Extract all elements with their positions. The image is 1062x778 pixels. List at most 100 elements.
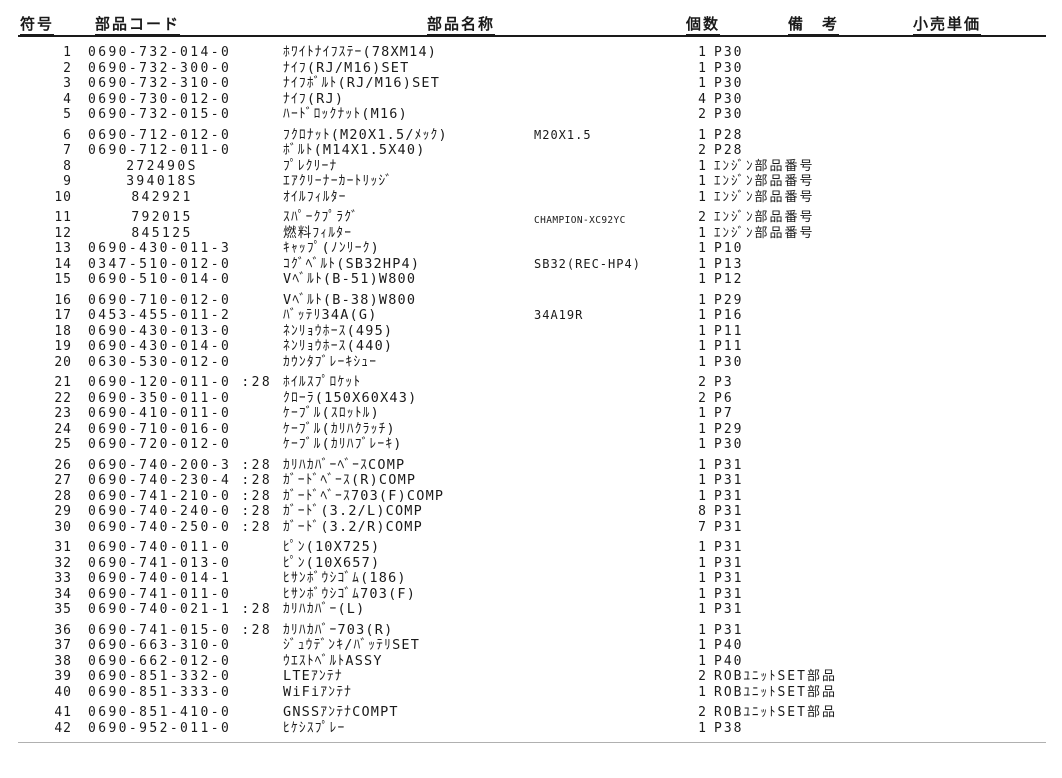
- part-name: ｹｰﾌﾞﾙ(ｽﾛｯﾄﾙ): [283, 405, 380, 421]
- row-group: 26 0690-740-200-3 :28 ｶﾘﾊｶﾊﾞｰﾍﾞｰｽCOMP 1 P31 2…: [0, 457, 1062, 536]
- row-number: 31: [54, 540, 72, 555]
- table-row: 4 0690-730-012-0 ﾅｲﾌ(RJ) 4 P30: [0, 90, 1062, 108]
- remarks: ｴﾝｼﾞﾝ部品番号: [714, 174, 815, 189]
- header-remarks: 備 考: [788, 15, 840, 33]
- remarks: P11: [714, 323, 744, 339]
- quantity: 2: [698, 143, 706, 158]
- header-retail-price: 小売単価: [913, 15, 982, 33]
- part-code: 0690-732-310-0: [88, 76, 232, 91]
- part-code: 0690-410-011-0: [88, 406, 232, 421]
- quantity: 1: [698, 323, 706, 339]
- part-name: ﾋｹｼｽﾌﾟﾚｰ: [283, 719, 346, 736]
- row-number: 32: [54, 555, 72, 571]
- part-code: 0690-732-015-0: [88, 107, 232, 122]
- table-row: 22 0690-350-011-0 ｸﾛｰﾗ(150X60X43) 2 P6: [0, 390, 1062, 407]
- remarks: P30: [714, 60, 744, 76]
- row-number: 33: [54, 571, 72, 586]
- part-name: GNSSｱﾝﾃﾅCOMPT: [283, 704, 399, 720]
- part-code: 0690-741-015-0 :28: [88, 622, 273, 638]
- part-code: 0690-730-012-0: [88, 91, 232, 107]
- part-code: 0690-663-310-0: [88, 638, 232, 653]
- row-number: 1: [63, 45, 72, 60]
- part-name: ｵｲﾙﾌｨﾙﾀｰ: [283, 188, 347, 205]
- part-code: 0690-952-011-0: [88, 720, 232, 736]
- part-code: 845125: [131, 225, 193, 241]
- row-number: 17: [54, 308, 72, 323]
- part-name: ｼﾞｭｳﾃﾞﾝｷ/ﾊﾞｯﾃﾘSET: [283, 637, 421, 653]
- quantity: 4: [698, 91, 706, 107]
- part-name: 燃料ﾌｨﾙﾀｰ: [283, 224, 353, 241]
- remarks: P30: [714, 91, 744, 107]
- table-row: 39 0690-851-332-0 LTEｱﾝﾃﾅ 2 ROBﾕﾆｯﾄSET部品: [0, 669, 1062, 685]
- remarks: P7: [714, 406, 734, 421]
- part-code: 0690-740-200-3 :28: [88, 457, 273, 473]
- table-row: 31 0690-740-011-0 ﾋﾟﾝ(10X725) 1 P31: [0, 540, 1062, 556]
- remarks: P28: [714, 127, 744, 143]
- row-number: 7: [63, 143, 72, 158]
- part-spec: SB32(REC-HP4): [534, 256, 641, 271]
- remarks: P40: [714, 653, 744, 669]
- part-code: 0690-430-014-0: [88, 339, 232, 354]
- table-row: 24 0690-710-016-0 ｹｰﾌﾞﾙ(ｶﾘﾊｸﾗｯﾁ) 1 P29: [0, 421, 1062, 438]
- table-row: 9 394018S ｴｱｸﾘｰﾅｰｶｰﾄﾘｯｼﾞ 1 ｴﾝｼﾞﾝ部品番号: [0, 174, 1062, 190]
- part-name: ﾌｸﾛﾅｯﾄ(M20X1.5/ﾒｯｸ): [283, 126, 448, 143]
- part-name: ﾅｲﾌ(RJ): [283, 90, 345, 107]
- table-row: 8 272490S ﾌﾟﾚｸﾘｰﾅ 1 ｴﾝｼﾞﾝ部品番号: [0, 157, 1062, 175]
- part-code: 0690-851-332-0: [88, 669, 232, 684]
- table-row: 21 0690-120-011-0 :28 ﾎｲﾙｽﾌﾟﾛｹｯﾄ 2 P3: [0, 375, 1062, 391]
- part-name: ｶﾘﾊｶﾊﾞｰ703(R): [283, 621, 394, 638]
- quantity: 1: [698, 488, 706, 504]
- part-code: 0690-120-011-0 :28: [88, 375, 273, 390]
- row-number: 13: [54, 241, 72, 256]
- table-row: 37 0690-663-310-0 ｼﾞｭｳﾃﾞﾝｷ/ﾊﾞｯﾃﾘSET 1 P40: [0, 638, 1062, 654]
- part-name: ﾋﾟﾝ(10X657): [283, 554, 381, 571]
- table-row: 1 0690-732-014-0 ﾎﾜｲﾄﾅｲﾌｽﾃｰ(78XM14) 1 P30: [0, 45, 1062, 61]
- table-row: 16 0690-710-012-0 Vﾍﾞﾙﾄ(B-38)W800 1 P29: [0, 292, 1062, 309]
- part-name: ｶﾞｰﾄﾞﾍﾞｰｽ(R)COMP: [283, 472, 417, 488]
- row-number: 14: [54, 256, 72, 272]
- quantity: 1: [698, 555, 706, 571]
- row-number: 37: [54, 638, 72, 653]
- row-number: 30: [54, 519, 72, 535]
- part-name: WiFiｱﾝﾃﾅ: [283, 683, 353, 700]
- row-number: 11: [54, 210, 72, 225]
- quantity: 1: [698, 45, 706, 60]
- part-name: ｶﾘﾊｶﾊﾞｰ(L): [283, 601, 366, 617]
- row-number: 28: [54, 488, 72, 504]
- part-name: ﾋﾟﾝ(10X725): [283, 539, 381, 555]
- header-rule: [18, 35, 1046, 37]
- quantity: 1: [698, 586, 706, 602]
- row-number: 16: [54, 292, 72, 308]
- quantity: 1: [698, 241, 706, 256]
- remarks: P12: [714, 272, 744, 287]
- table-row: 14 0347-510-012-0 ｺｸﾞﾍﾞﾙﾄ(SB32HP4) SB32(REC…: [0, 255, 1062, 273]
- quantity: 1: [698, 622, 706, 638]
- part-name: ﾋｻﾝﾎﾞｳｼｺﾞﾑ(186): [283, 570, 407, 586]
- row-number: 2: [63, 60, 72, 76]
- table-row: 34 0690-741-011-0 ﾋｻﾝﾎﾞｳｼｺﾞﾑ703(F) 1 P31: [0, 586, 1062, 603]
- remarks: P40: [714, 638, 744, 653]
- table-row: 11 792015 ｽﾊﾟｰｸﾌﾟﾗｸﾞ CHAMPION-XC92YC 2 ｴﾝｼﾞﾝ部…: [0, 209, 1062, 227]
- table-row: 36 0690-741-015-0 :28 ｶﾘﾊｶﾊﾞｰ703(R) 1 P31: [0, 621, 1062, 639]
- part-name: ｽﾊﾟｰｸﾌﾟﾗｸﾞ: [283, 209, 359, 225]
- part-code: 0690-741-011-0: [88, 586, 232, 602]
- quantity: 1: [698, 638, 706, 653]
- table-header: 符号 部品コード 部品名称 個数 備 考 小売単価: [0, 15, 1062, 35]
- table-row: 25 0690-720-012-0 ｹｰﾌﾞﾙ(ｶﾘﾊﾌﾞﾚｰｷ) 1 P30: [0, 437, 1062, 453]
- remarks: P38: [714, 720, 744, 736]
- part-code: 0453-455-011-2: [88, 308, 232, 323]
- remarks: P31: [714, 586, 744, 602]
- quantity: 2: [698, 669, 706, 684]
- part-name: ﾌﾟﾚｸﾘｰﾅ: [283, 157, 338, 174]
- remarks: P3: [714, 375, 734, 390]
- remarks: ROBﾕﾆｯﾄSET部品: [714, 684, 837, 700]
- remarks: P31: [714, 540, 744, 555]
- row-number: 9: [63, 174, 72, 189]
- part-code: 0690-851-410-0: [88, 705, 232, 720]
- table-row: 19 0690-430-014-0 ﾈﾝﾘｮｳﾎｰｽ(440) 1 P11: [0, 339, 1062, 355]
- row-number: 25: [54, 437, 72, 452]
- part-name: ｺｸﾞﾍﾞﾙﾄ(SB32HP4): [283, 255, 421, 272]
- part-code: 0690-740-014-1: [88, 571, 232, 586]
- part-code: 0690-712-011-0: [88, 143, 232, 158]
